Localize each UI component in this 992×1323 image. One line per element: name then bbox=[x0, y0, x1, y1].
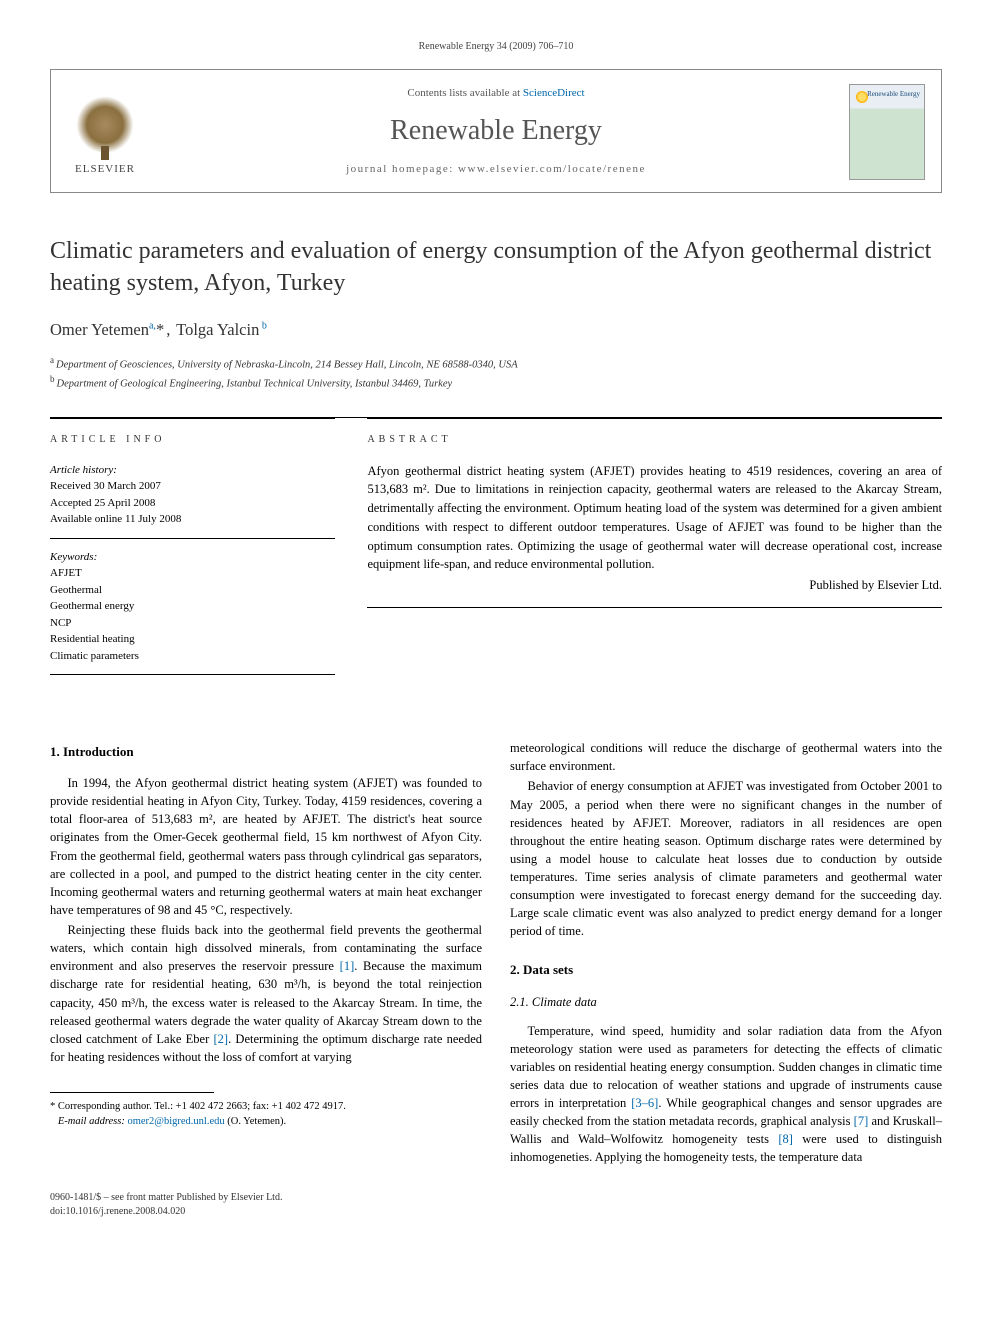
doi-line: doi:10.1016/j.renene.2008.04.020 bbox=[50, 1205, 942, 1219]
keyword: Geothermal energy bbox=[50, 598, 335, 615]
keyword: Climatic parameters bbox=[50, 648, 335, 665]
abstract-text: Afyon geothermal district heating system… bbox=[367, 462, 942, 608]
journal-masthead: ELSEVIER Contents lists available at Sci… bbox=[50, 69, 942, 193]
elsevier-tree-icon bbox=[67, 96, 143, 160]
running-header: Renewable Energy 34 (2009) 706–710 bbox=[50, 40, 942, 55]
publisher-name: ELSEVIER bbox=[67, 162, 143, 178]
abstract-label: ABSTRACT bbox=[367, 433, 942, 448]
s1-paragraph-2: Reinjecting these fluids back into the g… bbox=[50, 921, 482, 1066]
keyword: Geothermal bbox=[50, 582, 335, 599]
keyword: NCP bbox=[50, 615, 335, 632]
journal-cover-block: Renewable Energy bbox=[849, 82, 925, 182]
homepage-url[interactable]: www.elsevier.com/locate/renene bbox=[458, 163, 646, 175]
section-2-heading: 2. Data sets bbox=[510, 961, 942, 980]
sciencedirect-link[interactable]: ScienceDirect bbox=[523, 87, 585, 99]
s1-paragraph-2-cont: meteorological conditions will reduce th… bbox=[510, 739, 942, 775]
footnotes: * Corresponding author. Tel.: +1 402 472… bbox=[50, 1099, 482, 1129]
keywords-block: Keywords: AFJET Geothermal Geothermal en… bbox=[50, 549, 335, 676]
affiliation-a: aDepartment of Geosciences, University o… bbox=[50, 354, 942, 374]
publisher-logo-block: ELSEVIER bbox=[67, 82, 143, 182]
cover-title: Renewable Energy bbox=[867, 89, 920, 99]
email-person: (O. Yetemen). bbox=[227, 1116, 286, 1127]
history-label: Article history: bbox=[50, 462, 335, 479]
article-title: Climatic parameters and evaluation of en… bbox=[50, 235, 942, 300]
contents-prefix: Contents lists available at bbox=[407, 87, 522, 99]
keywords-label: Keywords: bbox=[50, 549, 335, 566]
elsevier-logo: ELSEVIER bbox=[67, 96, 143, 182]
journal-cover-thumbnail: Renewable Energy bbox=[849, 84, 925, 180]
citation-2-link[interactable]: [2] bbox=[213, 1032, 228, 1046]
article-info-label: ARTICLE INFO bbox=[50, 433, 335, 448]
abstract-column: ABSTRACT Afyon geothermal district heati… bbox=[367, 418, 942, 685]
history-received: Received 30 March 2007 bbox=[50, 478, 335, 495]
keyword: AFJET bbox=[50, 565, 335, 582]
citation-8-link[interactable]: [8] bbox=[778, 1132, 793, 1146]
article-body: 1. Introduction In 1994, the Afyon geoth… bbox=[50, 739, 942, 1168]
page-footer: 0960-1481/$ – see front matter Published… bbox=[50, 1191, 942, 1219]
s1-paragraph-1: In 1994, the Afyon geothermal district h… bbox=[50, 774, 482, 919]
article-history-block: Article history: Received 30 March 2007 … bbox=[50, 462, 335, 539]
history-accepted: Accepted 25 April 2008 bbox=[50, 495, 335, 512]
affiliation-b: bDepartment of Geological Engineering, I… bbox=[50, 373, 942, 393]
journal-name: Renewable Energy bbox=[159, 111, 833, 152]
s1-paragraph-3: Behavior of energy consumption at AFJET … bbox=[510, 777, 942, 940]
citation-1-link[interactable]: [1] bbox=[340, 959, 355, 973]
affiliations: aDepartment of Geosciences, University o… bbox=[50, 354, 942, 394]
s21-paragraph-1: Temperature, wind speed, humidity and so… bbox=[510, 1022, 942, 1167]
email-label: E-mail address: bbox=[58, 1116, 125, 1127]
citation-7-link[interactable]: [7] bbox=[854, 1114, 869, 1128]
section-1-heading: 1. Introduction bbox=[50, 743, 482, 762]
abstract-body: Afyon geothermal district heating system… bbox=[367, 464, 942, 572]
corresponding-author-note: * Corresponding author. Tel.: +1 402 472… bbox=[50, 1099, 482, 1114]
contents-available-line: Contents lists available at ScienceDirec… bbox=[159, 86, 833, 102]
email-link[interactable]: omer2@bigred.unl.edu bbox=[127, 1116, 224, 1127]
authors-line: Omer Yetemena,*, Tolga Yalcin b bbox=[50, 318, 942, 342]
citation-3-6-link[interactable]: [3–6] bbox=[631, 1096, 658, 1110]
section-2-1-heading: 2.1. Climate data bbox=[510, 993, 942, 1011]
article-info-column: ARTICLE INFO Article history: Received 3… bbox=[50, 418, 335, 685]
journal-homepage-line: journal homepage: www.elsevier.com/locat… bbox=[159, 162, 833, 178]
email-line: E-mail address: omer2@bigred.unl.edu (O.… bbox=[50, 1114, 482, 1129]
keyword: Residential heating bbox=[50, 631, 335, 648]
published-by: Published by Elsevier Ltd. bbox=[367, 576, 942, 595]
front-matter-line: 0960-1481/$ – see front matter Published… bbox=[50, 1191, 942, 1205]
footnote-rule bbox=[50, 1092, 214, 1093]
homepage-prefix: journal homepage: bbox=[346, 163, 458, 175]
history-online: Available online 11 July 2008 bbox=[50, 511, 335, 528]
